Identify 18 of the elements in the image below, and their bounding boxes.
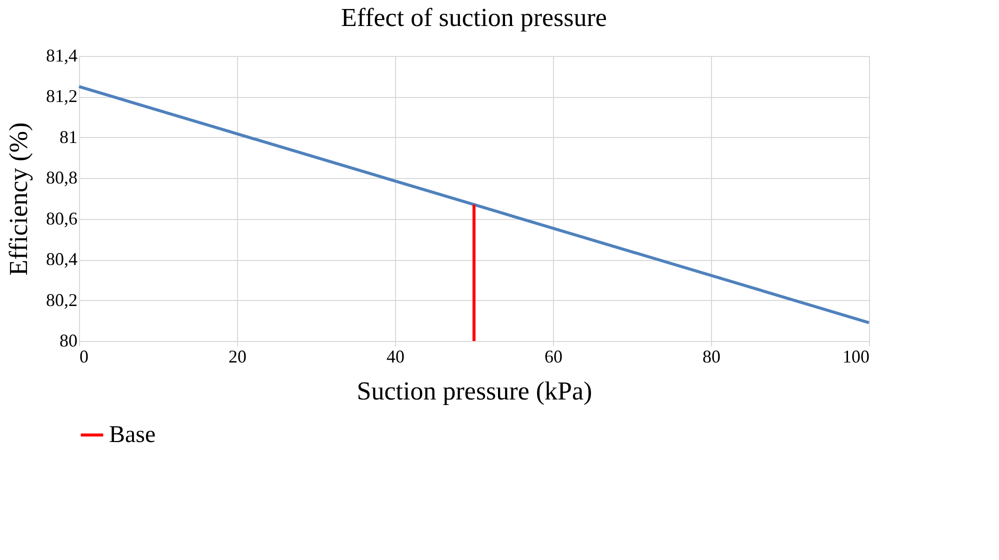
x-tick-label: 60 bbox=[544, 346, 562, 366]
x-tick-label: 100 bbox=[842, 346, 870, 366]
x-tick-label: 0 bbox=[80, 346, 88, 366]
y-axis-title: Efficiency (%) bbox=[4, 122, 33, 276]
y-tick-label: 80 bbox=[60, 330, 78, 350]
y-tick-label: 80,2 bbox=[46, 290, 78, 310]
legend-label: Base bbox=[109, 422, 156, 448]
chart-title: Effect of suction pressure bbox=[341, 3, 607, 32]
y-tick-label: 81 bbox=[60, 126, 78, 147]
y-tick-label: 81,2 bbox=[46, 86, 78, 106]
y-tick-label: 80,4 bbox=[46, 249, 78, 270]
x-axis-title: Suction pressure (kPa) bbox=[356, 376, 592, 406]
y-tick-label: 81,4 bbox=[46, 46, 78, 66]
x-tick-label: 40 bbox=[386, 346, 404, 366]
y-tick-label: 80,8 bbox=[46, 168, 78, 188]
y-tick-label: 80,6 bbox=[46, 208, 78, 228]
x-tick-label: 80 bbox=[702, 346, 720, 366]
x-tick-label: 20 bbox=[228, 346, 246, 366]
